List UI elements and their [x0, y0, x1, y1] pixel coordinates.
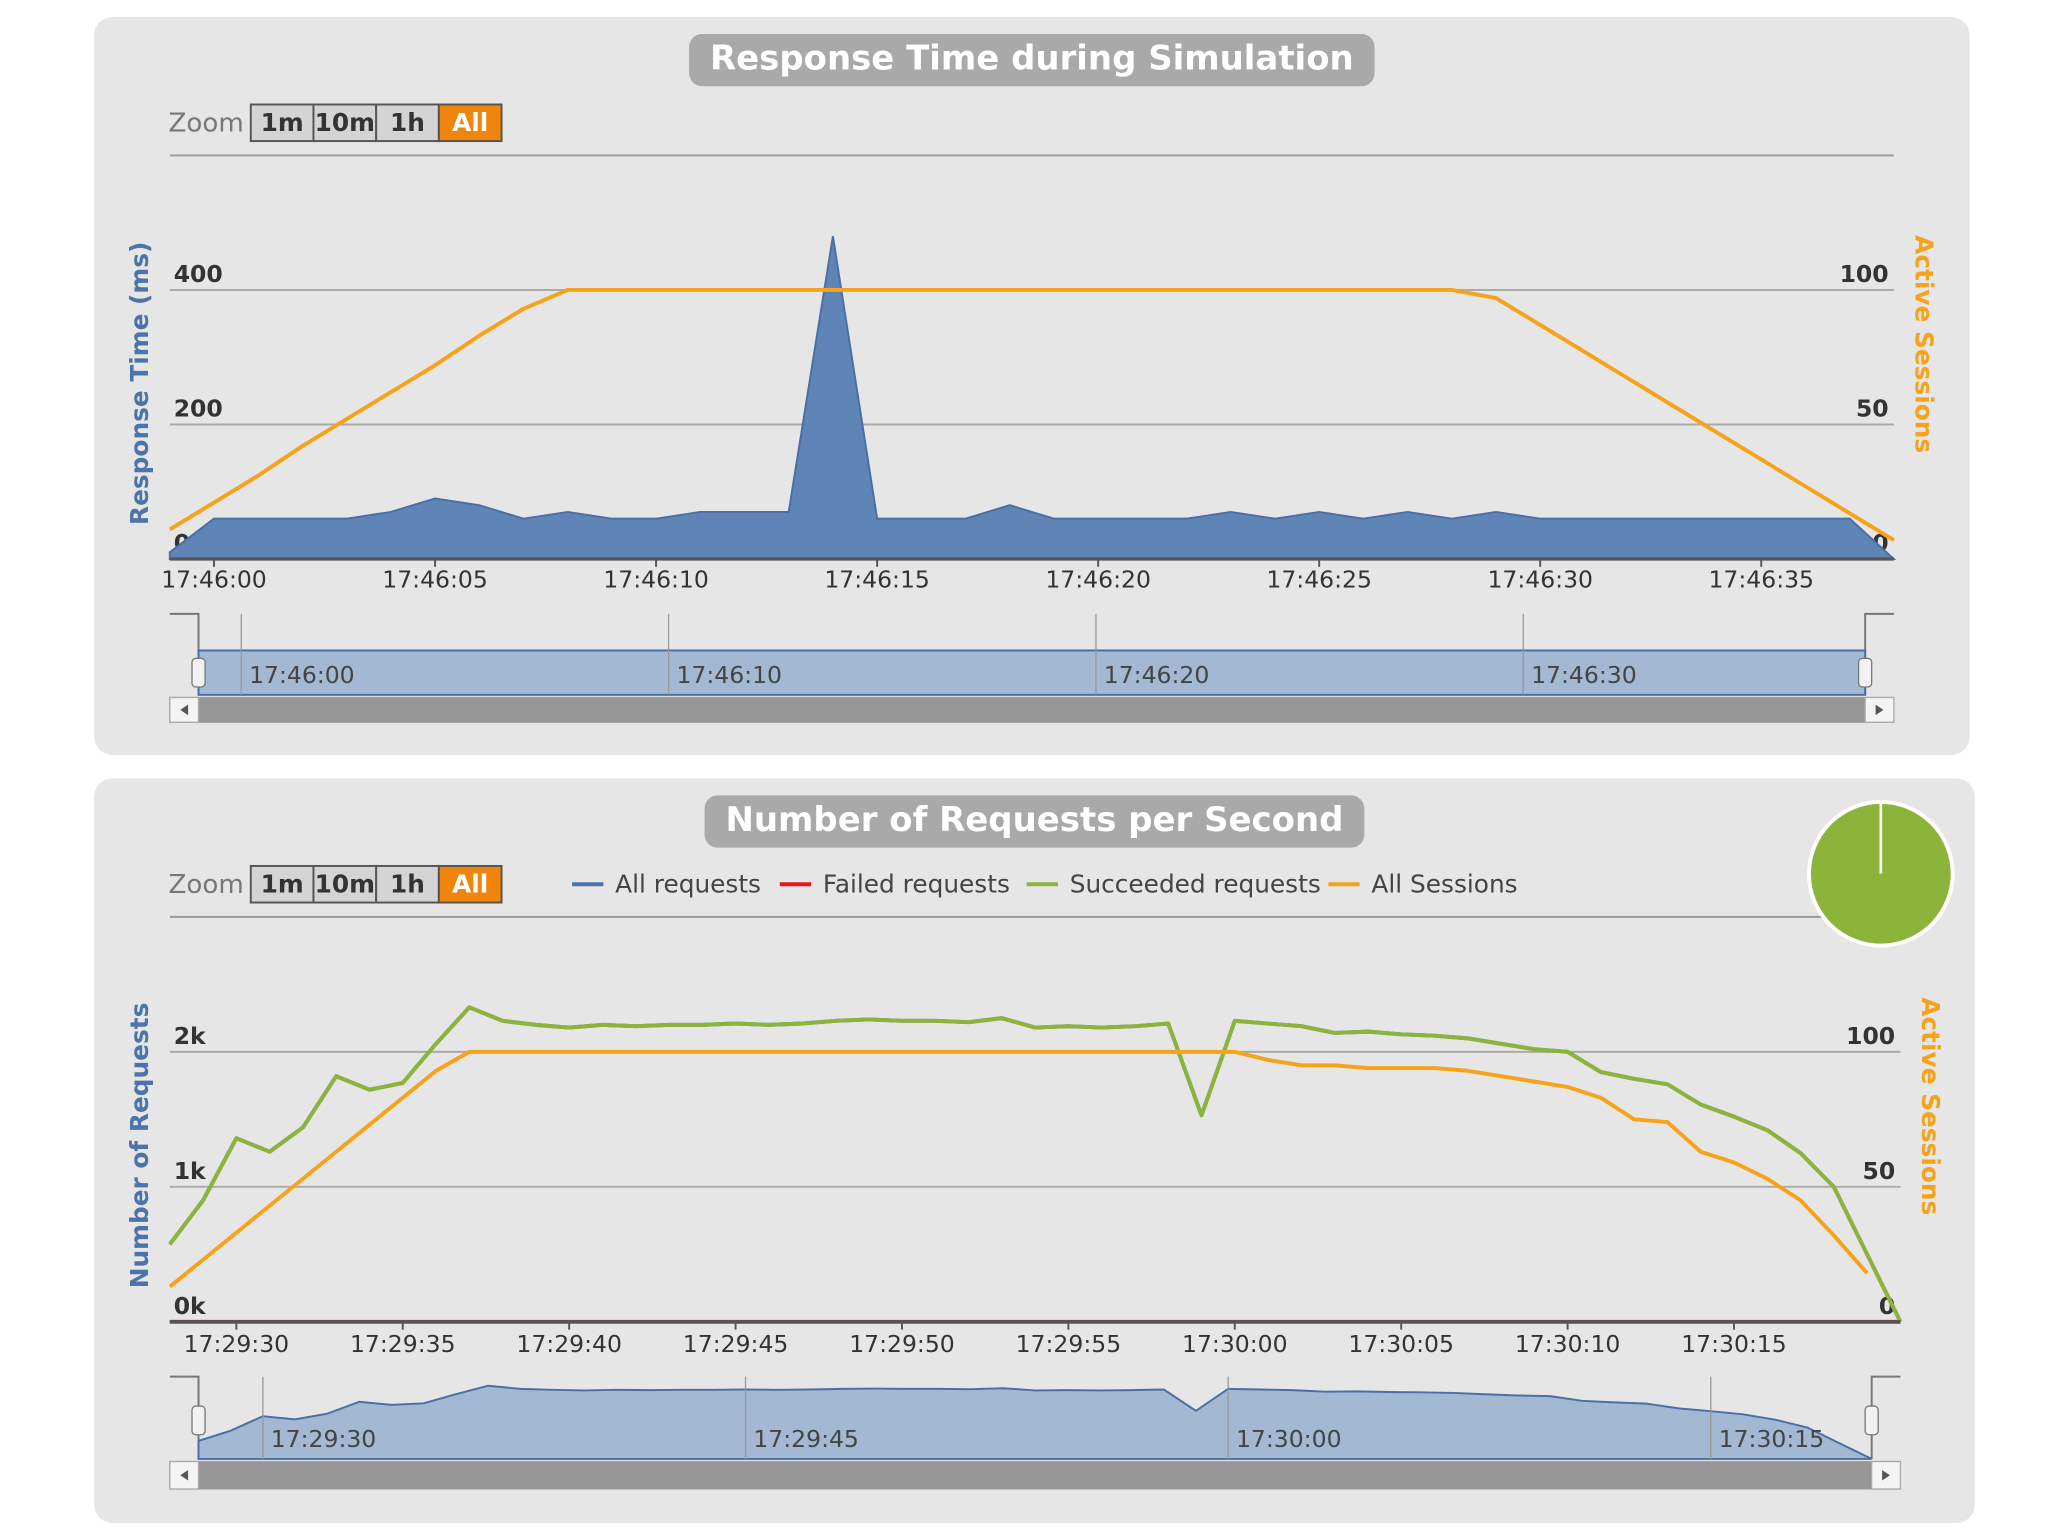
- navigator-tick-label: 17:29:30: [271, 1425, 377, 1453]
- zoom-button[interactable]: [249, 864, 315, 904]
- scrollbar-thumb[interactable]: [198, 697, 1866, 723]
- navigator-tick-label: 17:46:10: [676, 661, 782, 689]
- x-tick-label: 17:46:15: [824, 566, 930, 594]
- y-tick-label: 400: [174, 260, 223, 288]
- zoom-button-label[interactable]: 1m: [261, 108, 304, 137]
- y-axis-label: Response Time (ms): [125, 242, 154, 525]
- navigator-tick-label: 17:30:15: [1719, 1425, 1825, 1453]
- zoom-button-label[interactable]: 1m: [261, 870, 304, 899]
- x-tick-label: 17:29:45: [683, 1330, 789, 1358]
- y2-tick-label: 100: [1846, 1022, 1895, 1050]
- scrollbar-thumb[interactable]: [198, 1461, 1872, 1489]
- zoom-button-label[interactable]: All: [452, 870, 488, 899]
- legend-item[interactable]: Succeeded requests: [1070, 870, 1321, 899]
- zoom-button[interactable]: [375, 103, 440, 143]
- zoom-button[interactable]: [249, 103, 315, 143]
- navigator-tick-label: 17:29:45: [753, 1425, 859, 1453]
- y-tick-label: 1k: [174, 1157, 207, 1185]
- y-axis-label: Number of Requests: [125, 1003, 154, 1289]
- scrollbar-arrow: [1875, 704, 1884, 716]
- legend-item[interactable]: All requests: [615, 870, 761, 899]
- line-series: [168, 287, 1895, 542]
- navigator-tick-label: 17:46:00: [249, 661, 355, 689]
- zoom-button-label[interactable]: 1h: [390, 108, 425, 137]
- zoom-button[interactable]: [437, 103, 503, 143]
- x-tick-label: 17:29:35: [350, 1330, 456, 1358]
- x-tick-label: 17:46:05: [382, 566, 488, 594]
- zoom-label: Zoom: [168, 109, 243, 139]
- navigator-handle[interactable]: [1857, 657, 1873, 688]
- chart-panel: Number of Requests per Second Zoom 1m 10m 1h…: [94, 778, 1975, 1523]
- y-tick-label: 0k: [174, 1292, 207, 1320]
- title-pill: [704, 795, 1365, 848]
- navigator-handle[interactable]: [191, 657, 206, 688]
- zoom-label: Zoom: [168, 870, 243, 900]
- x-tick-label: 17:30:00: [1182, 1330, 1288, 1358]
- navigator-area: [197, 1384, 1873, 1460]
- y2-tick-label: 50: [1856, 395, 1889, 423]
- zoom-button-label[interactable]: All: [452, 108, 488, 137]
- zoom-button-label[interactable]: 10m: [315, 870, 375, 899]
- x-tick-label: 17:46:35: [1708, 566, 1814, 594]
- scrollbar-arrow: [1882, 1470, 1890, 1481]
- line-series: [168, 1049, 1869, 1289]
- panel-background: [94, 778, 1975, 1523]
- x-tick-label: 17:30:05: [1348, 1330, 1454, 1358]
- zoom-button[interactable]: [437, 864, 503, 904]
- y2-axis-label: Active Sessions: [1910, 235, 1939, 453]
- navigator-handle[interactable]: [191, 1405, 206, 1436]
- x-tick-label: 17:30:15: [1681, 1330, 1787, 1358]
- y2-tick-label: 100: [1840, 260, 1889, 288]
- navigator-area: [197, 649, 1867, 696]
- zoom-button-label[interactable]: 10m: [315, 108, 375, 137]
- navigator-tick-label: 17:30:00: [1236, 1425, 1342, 1453]
- x-tick-label: 17:46:30: [1487, 566, 1593, 594]
- y2-tick-label: 50: [1862, 1157, 1895, 1185]
- scrollbar-arrow: [180, 1470, 189, 1481]
- zoom-button-label[interactable]: 1h: [390, 870, 425, 899]
- x-tick-label: 17:29:30: [184, 1330, 290, 1358]
- legend-item[interactable]: Failed requests: [823, 870, 1010, 899]
- scrollbar-arrow: [180, 704, 189, 716]
- navigator-tick-label: 17:46:20: [1104, 661, 1210, 689]
- x-tick-label: 17:30:10: [1515, 1330, 1621, 1358]
- x-tick-label: 17:29:50: [849, 1330, 955, 1358]
- x-tick-label: 17:46:25: [1266, 566, 1372, 594]
- area-series: [168, 235, 1897, 560]
- chart-title: Number of Requests per Second: [725, 800, 1343, 840]
- navigator-handle[interactable]: [1864, 1405, 1879, 1436]
- chart-title: Response Time during Simulation: [710, 39, 1354, 79]
- x-tick-label: 17:46:00: [161, 566, 267, 594]
- navigator-tick-label: 17:46:30: [1531, 661, 1637, 689]
- x-tick-label: 17:29:40: [516, 1330, 622, 1358]
- chart-panel: Response Time during Simulation Zoom 1m 10m…: [94, 16, 1970, 755]
- y2-axis-label: Active Sessions: [1916, 997, 1945, 1215]
- line-series: [168, 1005, 1903, 1323]
- decor: [1807, 800, 1955, 948]
- x-tick-label: 17:46:20: [1045, 566, 1151, 594]
- y-tick-label: 200: [174, 395, 223, 423]
- y-tick-label: 2k: [174, 1022, 207, 1050]
- title-pill: [689, 33, 1375, 87]
- panel-background: [94, 16, 1970, 755]
- x-tick-label: 17:46:10: [603, 566, 709, 594]
- x-tick-label: 17:29:55: [1016, 1330, 1122, 1358]
- legend-item[interactable]: All Sessions: [1371, 870, 1517, 899]
